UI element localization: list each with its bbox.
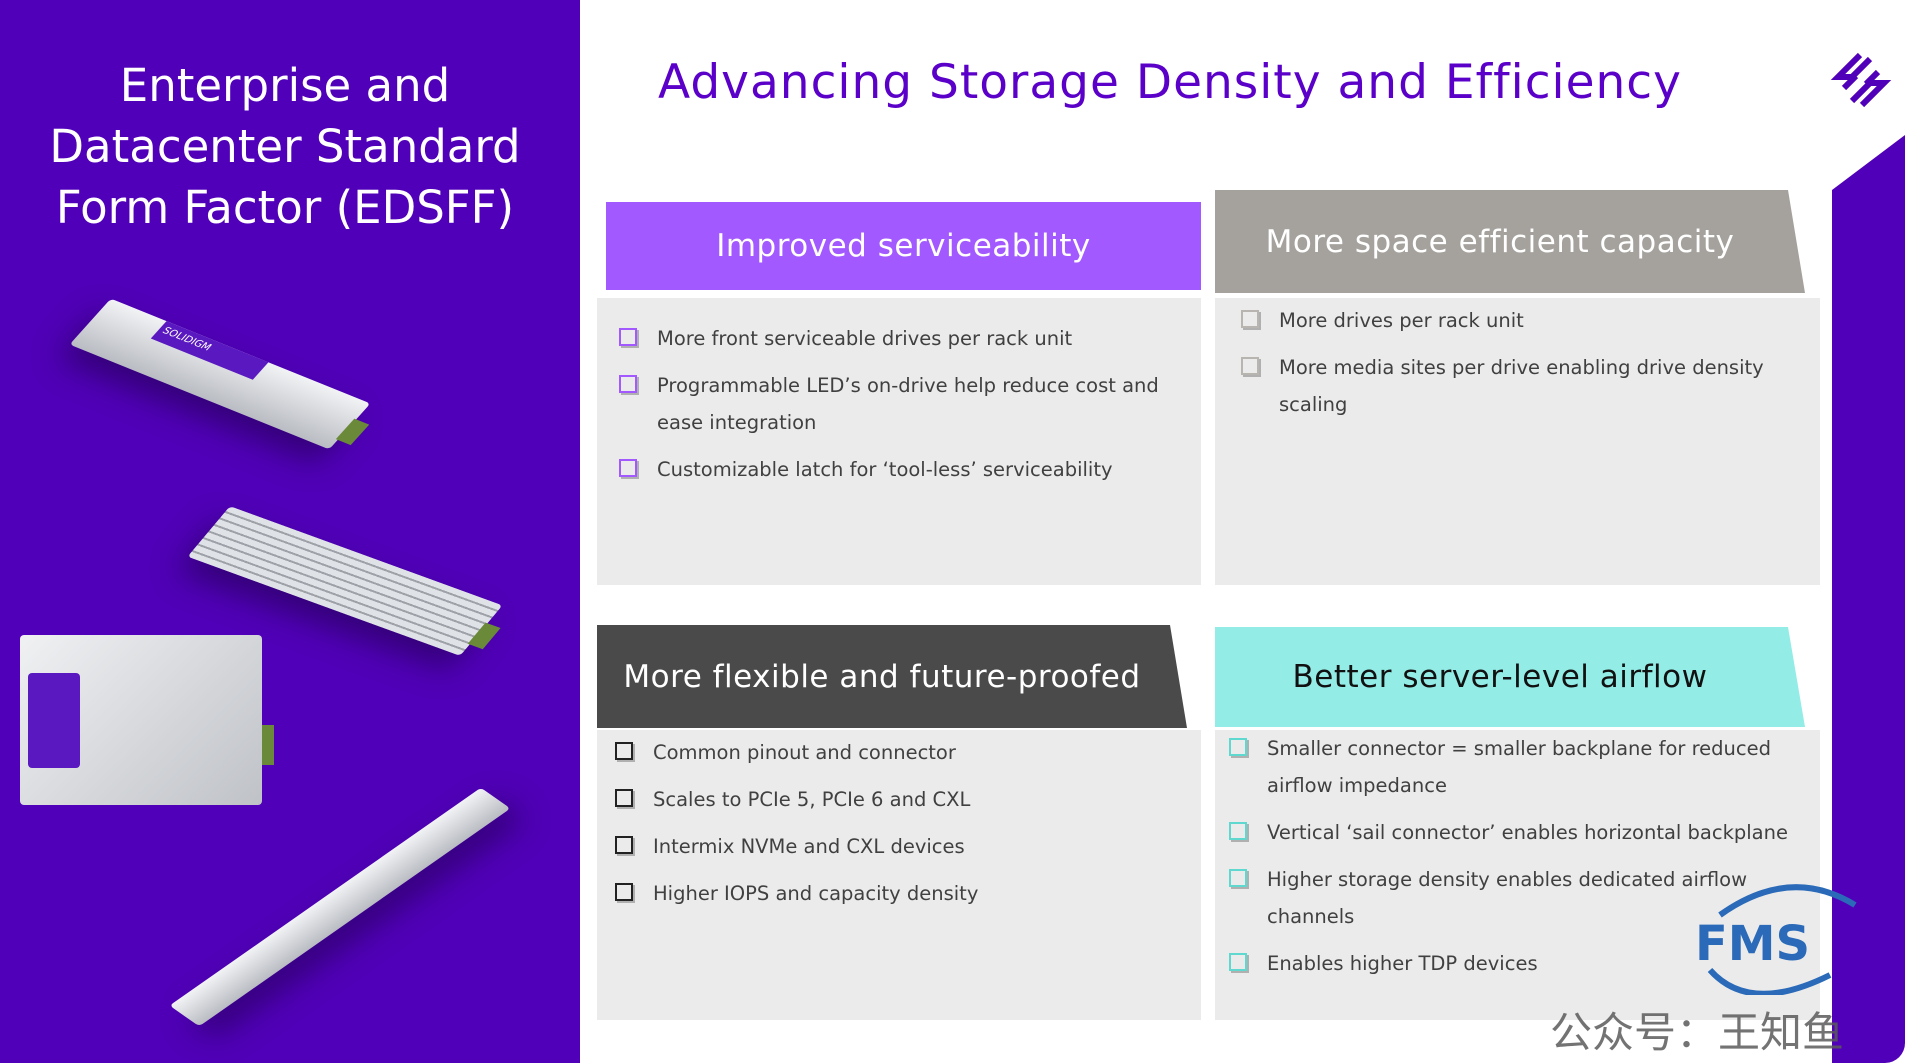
panel-body-serviceability: More front serviceable drives per rack u… — [597, 298, 1201, 585]
checkbox-icon — [615, 742, 633, 760]
watermark-text: 公众号：王知鱼 — [1550, 1008, 1845, 1057]
drive-image-e1l — [169, 787, 511, 1027]
checkbox-icon — [619, 375, 637, 393]
fms-watermark-logo: FMS — [1695, 884, 1857, 995]
panel-body-airflow: Smaller connector = smaller backplane fo… — [1215, 730, 1820, 1020]
list-item: More drives per rack unit — [1233, 302, 1773, 339]
left-panel: Enterprise and Datacenter Standard Form … — [0, 0, 580, 1063]
panel-title: Improved serviceability — [716, 228, 1091, 264]
list-item: Enables higher TDP devices — [1221, 945, 1811, 982]
checkbox-icon — [1241, 357, 1259, 375]
list-item: Vertical ‘sail connector’ enables horizo… — [1221, 814, 1811, 851]
panel-header-flexible: More flexible and future-proofed — [597, 625, 1187, 728]
list-item: More media sites per drive enabling driv… — [1233, 349, 1773, 423]
checkbox-icon — [1229, 738, 1247, 756]
list-item: Smaller connector = smaller backplane fo… — [1221, 730, 1811, 804]
panel-header-capacity: More space efficient capacity — [1215, 190, 1805, 293]
panel-body-capacity: More drives per rack unit More media sit… — [1215, 298, 1820, 585]
list-item: Scales to PCIe 5, PCIe 6 and CXL — [607, 781, 1187, 818]
list-item: Higher storage density enables dedicated… — [1221, 861, 1811, 935]
list-item: Intermix NVMe and CXL devices — [607, 828, 1187, 865]
drive-image-e1s: SOLIDIGM — [69, 298, 371, 450]
checkbox-icon — [615, 789, 633, 807]
list-item: Higher IOPS and capacity density — [607, 875, 1187, 912]
checkbox-icon — [615, 836, 633, 854]
checkbox-icon — [619, 328, 637, 346]
panel-title: More space efficient capacity — [1265, 223, 1735, 260]
checkbox-icon — [1241, 310, 1259, 328]
checkbox-icon — [619, 459, 637, 477]
panel-header-serviceability: Improved serviceability — [606, 202, 1201, 290]
right-accent-strip — [1832, 135, 1905, 1063]
checkbox-icon — [615, 883, 633, 901]
panel-header-airflow: Better server-level airflow — [1215, 627, 1805, 727]
checkbox-icon — [1229, 822, 1247, 840]
checkbox-icon — [1229, 953, 1247, 971]
list-item: Common pinout and connector — [607, 734, 1187, 771]
drive-image-heatsink — [187, 506, 503, 656]
list-item: Programmable LED’s on-drive help reduce … — [611, 367, 1211, 441]
drive-label: SOLIDIGM — [150, 321, 269, 380]
panel-title: Better server-level airflow — [1292, 659, 1708, 695]
panel-body-flexible: Common pinout and connector Scales to PC… — [597, 730, 1201, 1020]
solidigm-logo-icon — [1830, 52, 1892, 108]
fms-logo-text: FMS — [1695, 916, 1810, 972]
drive-image-e3 — [20, 635, 274, 805]
panel-title: More flexible and future-proofed — [623, 658, 1141, 695]
list-item: More front serviceable drives per rack u… — [611, 320, 1211, 357]
left-title: Enterprise and Datacenter Standard Form … — [49, 59, 521, 234]
page-title: Advancing Storage Density and Efficiency — [658, 55, 1682, 110]
checkbox-icon — [1229, 869, 1247, 887]
list-item: Customizable latch for ‘tool-less’ servi… — [611, 451, 1211, 488]
